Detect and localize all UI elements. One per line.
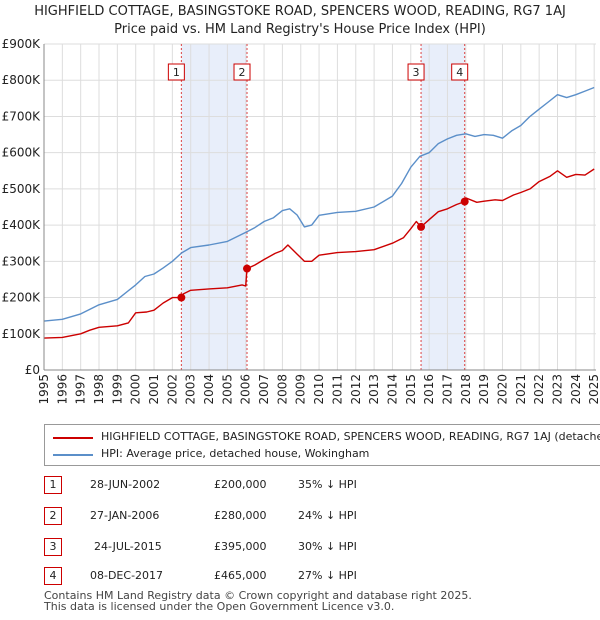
y-tick-label: £900K (2, 37, 42, 51)
price-chart: £0 £100K £200K £300K £400K £500K £600K £700K £80… (2, 37, 600, 405)
x-tick-label: 2017 (440, 374, 454, 405)
shaded-range-1 (181, 44, 248, 370)
footer-copyright: Contains HM Land Registry data © Crown c… (44, 589, 472, 602)
sale-label: 1 (173, 66, 180, 79)
x-tick-label: 2018 (459, 374, 473, 405)
sale-hpi-diff: 30% ↓ HPI (298, 540, 357, 553)
x-tick-label: 2016 (422, 374, 436, 405)
x-tick-label: 2012 (349, 374, 363, 405)
x-tick-label: 2004 (202, 374, 216, 405)
x-tick-label: 2006 (239, 374, 253, 405)
sale-hpi-diff: 27% ↓ HPI (298, 569, 357, 582)
y-tick-label: £400K (2, 218, 42, 232)
footer: Contains HM Land Registry data © Crown c… (44, 590, 472, 612)
sale-label-box (451, 63, 469, 81)
x-tick-label: 2005 (220, 374, 234, 405)
x-tick-label: 1998 (92, 374, 106, 405)
y-tick-label: £300K (2, 254, 42, 268)
sale-point (243, 264, 252, 273)
sale-point (460, 197, 469, 206)
y-tick-label: £800K (2, 73, 42, 87)
x-tick-label: 2008 (275, 374, 289, 405)
y-tick-label: £600K (2, 146, 42, 160)
sale-date: 27-JAN-2006 (90, 509, 160, 522)
x-tick-label: 2025 (587, 374, 600, 405)
sale-badge: 2 (44, 507, 62, 525)
x-tick-label: 2001 (147, 374, 161, 405)
x-tick-label: 2000 (129, 374, 143, 405)
chart-subtitle: Price paid vs. HM Land Registry's House … (114, 22, 486, 37)
legend-swatch-property (53, 437, 93, 439)
sale-label: 2 (239, 66, 246, 79)
chart-legend: HIGHFIELD COTTAGE, BASINGSTOKE ROAD, SPE… (44, 424, 600, 466)
property-series-line (43, 168, 595, 339)
x-tick-label: 2023 (550, 374, 564, 405)
y-tick-label: £0 (25, 363, 40, 377)
y-tick-label: £700K (2, 109, 42, 123)
sale-point (177, 293, 186, 302)
x-tick-label: 1997 (74, 374, 88, 405)
sale-label-box (407, 63, 425, 81)
x-tick-label: 2002 (165, 374, 179, 405)
x-tick-label: 2015 (404, 374, 418, 405)
x-tick-label: 2003 (184, 374, 198, 405)
sale-badge: 4 (44, 567, 62, 585)
hpi-series-line (43, 86, 595, 322)
sale-price: £465,000 (214, 569, 267, 582)
x-tick-label: 2014 (385, 374, 399, 405)
x-tick-label: 2013 (367, 374, 381, 405)
sale-point (417, 222, 426, 231)
y-tick-label: £500K (2, 182, 42, 196)
x-tick-label: 2007 (257, 374, 271, 405)
x-tick-label: 2020 (495, 374, 509, 405)
sale-label: 3 (413, 66, 420, 79)
legend-label-hpi: HPI: Average price, detached house, Woki… (101, 447, 370, 460)
x-tick-label: 2021 (514, 374, 528, 405)
sale-label: 4 (456, 66, 463, 79)
y-tick-label: £100K (2, 327, 42, 341)
sale-badge: 3 (44, 538, 62, 556)
sale-label-box (233, 63, 251, 81)
sale-label-box (167, 63, 185, 81)
footer-licence: This data is licensed under the Open Gov… (44, 600, 395, 613)
x-tick-label: 2019 (477, 374, 491, 405)
x-tick-label: 2010 (312, 374, 326, 405)
sale-date: 28-JUN-2002 (90, 478, 161, 491)
sale-badge: 1 (44, 476, 62, 494)
x-tick-label: 2011 (330, 374, 344, 405)
sale-price: £200,000 (214, 478, 267, 491)
sale-price: £280,000 (214, 509, 267, 522)
sale-date: 24-JUL-2015 (94, 540, 162, 553)
sale-hpi-diff: 24% ↓ HPI (298, 509, 357, 522)
shaded-range-2 (421, 44, 465, 370)
x-tick-label: 2022 (532, 374, 546, 405)
chart-title: HIGHFIELD COTTAGE, BASINGSTOKE ROAD, SPE… (34, 4, 566, 19)
x-tick-label: 1995 (37, 374, 51, 405)
x-tick-label: 2024 (569, 374, 583, 405)
sale-hpi-diff: 35% ↓ HPI (298, 478, 357, 491)
sale-date: 08-DEC-2017 (90, 569, 164, 582)
legend-swatch-hpi (53, 454, 93, 456)
x-tick-label: 1999 (110, 374, 124, 405)
y-tick-label: £200K (2, 291, 42, 305)
x-tick-label: 1996 (55, 374, 69, 405)
x-tick-label: 2009 (294, 374, 308, 405)
sale-price: £395,000 (214, 540, 267, 553)
legend-label-property: HIGHFIELD COTTAGE, BASINGSTOKE ROAD, SPE… (101, 430, 600, 443)
